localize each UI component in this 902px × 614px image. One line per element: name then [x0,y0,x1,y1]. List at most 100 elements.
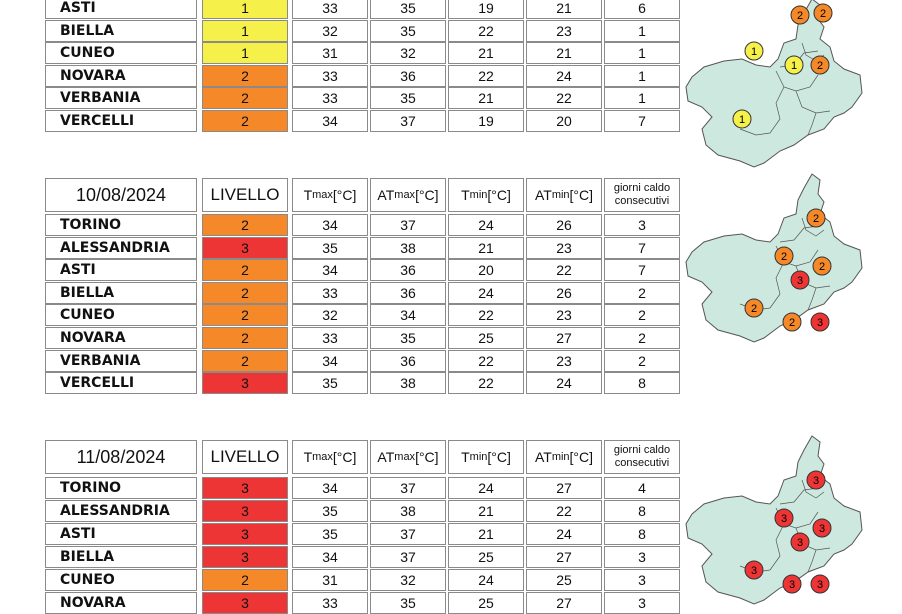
level-cell: 2 [202,349,288,372]
atmin-header: AT min [°C] [526,440,602,474]
atmax-cell: 35 [370,19,446,42]
city-cell: ALESSANDRIA [45,500,197,522]
level-marker-label: 2 [789,317,795,329]
level-marker-circle [774,246,794,266]
days-cell: 3 [604,569,680,591]
level-marker-circle [810,574,830,594]
level-marker-circle [744,298,764,318]
city-cell: VERCELLI [45,372,197,395]
level-cell: 2 [202,327,288,349]
atmax-cell: 37 [370,477,446,499]
days-cell: 1 [604,42,680,65]
tmin-cell: 21 [448,523,524,545]
atmin-cell: 21 [526,42,602,65]
level-marker: 3 [812,518,832,538]
level-marker-circle [790,532,810,552]
atmax-cell: 35 [370,0,446,19]
tmin-cell: 22 [448,349,524,372]
date-header: 11/08/2024 [45,440,197,474]
tmin-cell: 19 [448,0,524,19]
province-border [739,86,785,136]
atmax-cell: 37 [370,214,446,236]
consecutive-days-header: giorni caldo consecutivi [604,178,680,212]
atmax-cell: 38 [370,372,446,395]
level-marker: 3 [744,560,764,580]
province-border [801,217,825,237]
city-cell: NOVARA [45,592,197,614]
level-marker-circle [790,270,810,290]
atmin-unit: [°C] [569,449,594,465]
tmax-cell: 35 [292,523,368,545]
city-cell: CUNEO [45,304,197,327]
atmax-header: AT max [°C] [370,440,446,474]
days-cell: 7 [604,259,680,282]
atmax-cell: 35 [370,87,446,110]
atmax-cell: 32 [370,42,446,65]
atmin-cell: 22 [526,259,602,282]
tmin-cell: 25 [448,327,524,349]
level-cell: 1 [202,19,288,42]
level-marker-label: 2 [820,8,826,20]
province-border [801,479,825,499]
region-outline [685,435,863,605]
tmin-cell: 25 [448,546,524,568]
atmin-cell: 21 [526,0,602,19]
atmax-cell: 36 [370,64,446,87]
atmax-unit: [°C] [415,449,439,465]
level-marker-label: 1 [739,114,745,126]
tmax-cell: 32 [292,304,368,327]
atmax-sub: max [394,451,416,463]
cons-line1: giorni caldo [613,182,671,194]
city-cell: CUNEO [45,569,197,591]
level-cell: 2 [202,110,288,132]
atmin-sub: min [551,189,570,201]
atmax-main: AT [377,187,395,203]
level-cell: 2 [202,64,288,87]
tmin-cell: 25 [448,592,524,614]
province-border [779,225,819,243]
atmin-cell: 24 [526,64,602,87]
level-marker-label: 3 [819,523,825,535]
city-cell: CUNEO [45,42,197,65]
days-cell: 3 [604,546,680,568]
level-marker-label: 2 [781,251,787,263]
atmax-sub: max [394,189,416,201]
level-header-label: LIVELLO [210,447,280,466]
tmin-unit: [°C] [487,449,511,465]
level-marker-circle [813,3,833,23]
days-cell: 2 [604,304,680,327]
level-cell: 1 [202,0,288,19]
city-cell: TORINO [45,214,197,236]
tmax-cell: 34 [292,546,368,568]
piemonte-map: 2 2 1 1 2 1 [685,0,863,168]
tmax-cell: 34 [292,110,368,132]
level-marker: 1 [732,109,752,129]
atmin-cell: 20 [526,110,602,132]
city-cell: ALESSANDRIA [45,236,197,259]
tmin-sub: min [469,451,488,463]
atmin-cell: 23 [526,304,602,327]
atmin-main: AT [534,449,552,465]
tmax-cell: 33 [292,87,368,110]
tmax-cell: 35 [292,500,368,522]
tmax-cell: 34 [292,349,368,372]
atmax-cell: 36 [370,281,446,304]
level-marker-label: 3 [817,317,823,329]
tmin-cell: 22 [448,304,524,327]
atmin-cell: 22 [526,87,602,110]
level-cell: 2 [202,259,288,282]
province-border [807,112,817,136]
atmin-header: AT min [°C] [526,178,602,212]
level-marker: 2 [810,55,830,75]
level-cell: 2 [202,87,288,110]
level-marker: 2 [790,5,810,25]
level-marker: 2 [812,256,832,276]
level-cell: 2 [202,304,288,327]
level-marker-label: 2 [813,213,819,225]
level-marker-circle [790,5,810,25]
tmin-unit: [°C] [487,187,511,203]
tmin-cell: 21 [448,42,524,65]
